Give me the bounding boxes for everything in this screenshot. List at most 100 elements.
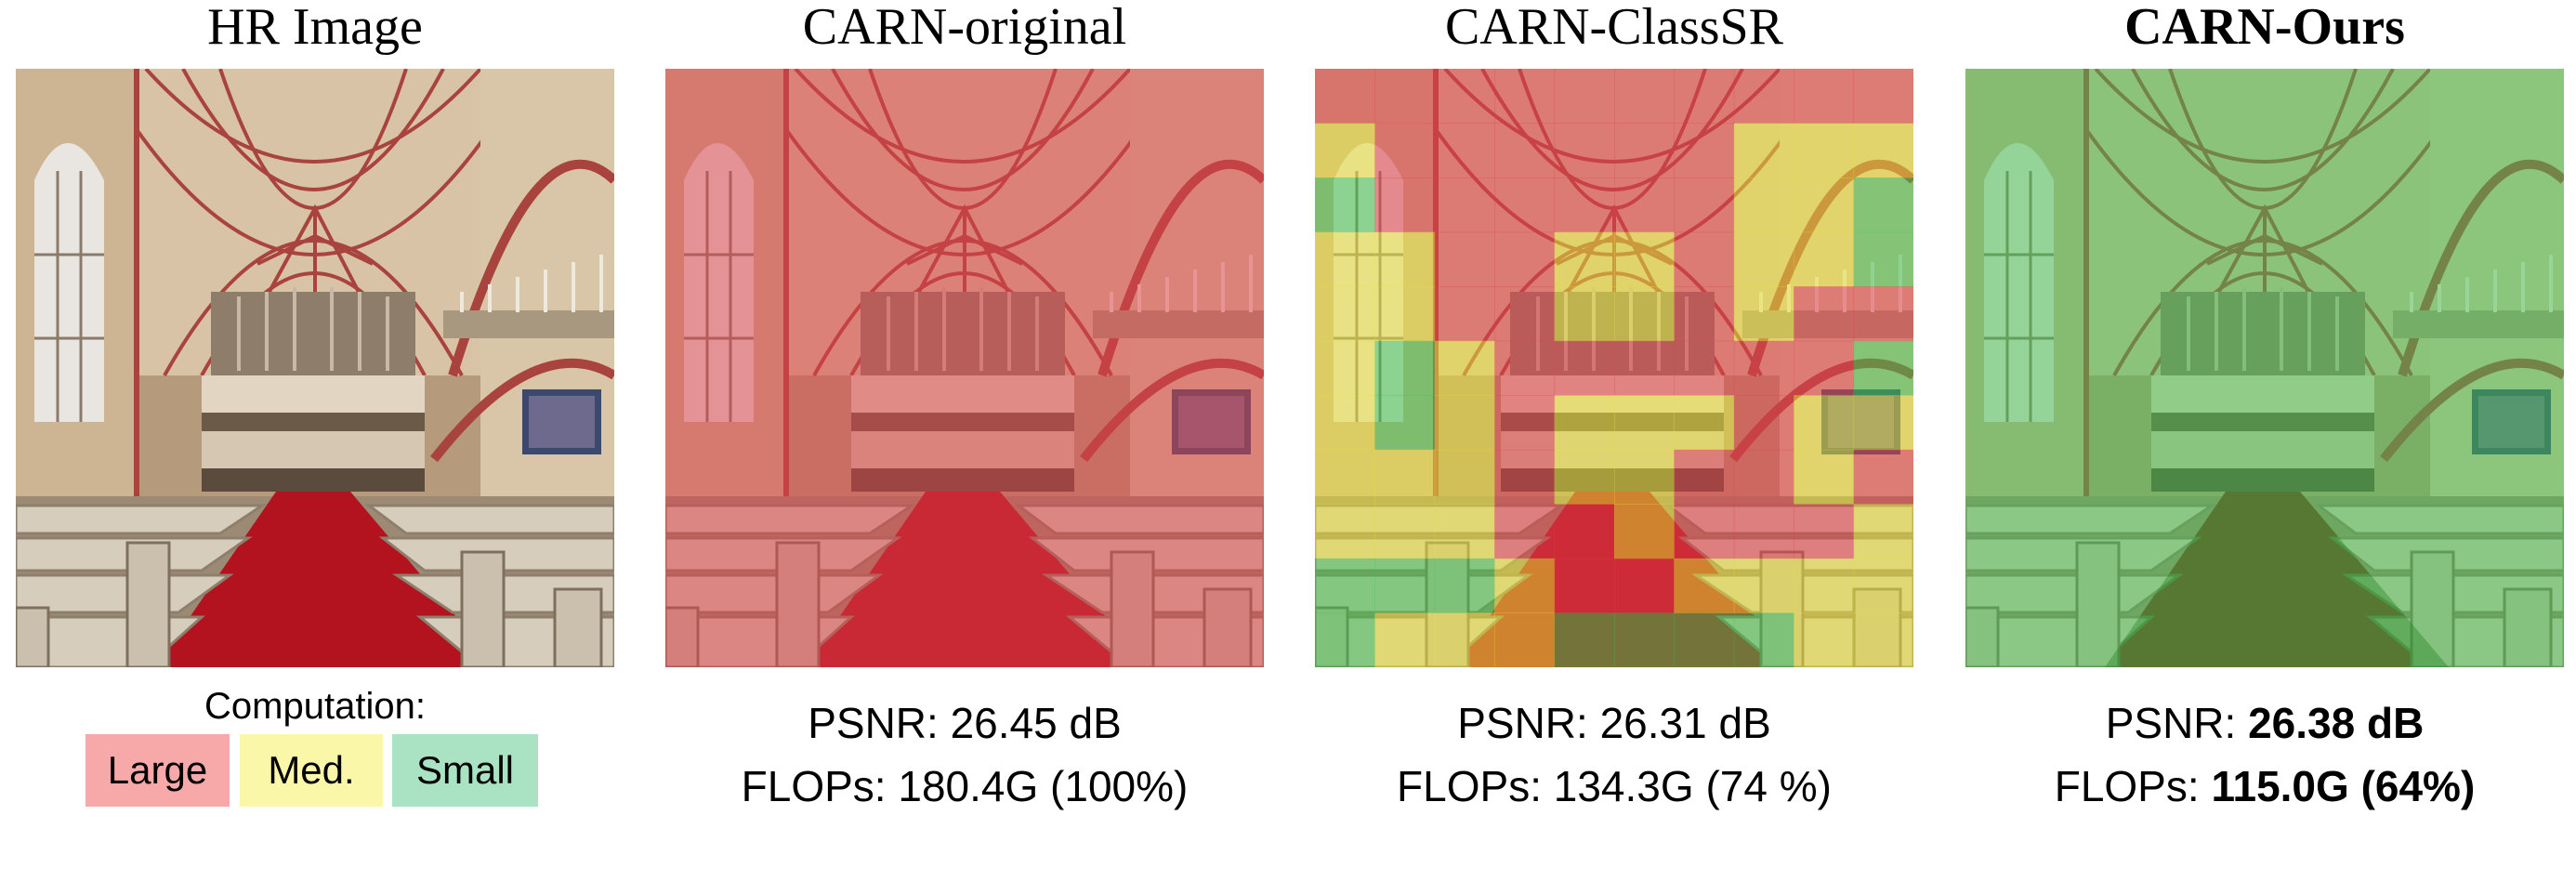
classsr-patch	[1853, 69, 1913, 125]
classsr-patch	[1554, 69, 1615, 125]
classsr-patch	[1554, 395, 1615, 451]
classsr-patch	[1494, 449, 1556, 505]
original-flops: FLOPs: 180.4G (100%)	[741, 762, 1189, 810]
legend-title: Computation:	[204, 686, 426, 727]
classsr-patch	[1554, 612, 1615, 667]
classsr-patch	[1315, 123, 1375, 178]
panel-title-ours: CARN-Ours	[2124, 0, 2405, 56]
classsr-patch	[1674, 395, 1735, 451]
classsr-patch	[1674, 558, 1735, 613]
large-computation-overlay	[665, 69, 1264, 667]
classsr-patch	[1315, 504, 1375, 559]
classsr-patch	[1494, 558, 1556, 613]
classsr-patch	[1614, 123, 1675, 178]
panel-title-classsr: CARN-ClassSR	[1444, 0, 1784, 56]
classsr-patch	[1794, 231, 1855, 287]
classsr-patch	[1554, 178, 1615, 233]
classsr-patch	[1374, 69, 1436, 125]
classsr-patch	[1674, 340, 1735, 396]
classsr-patch	[1794, 286, 1855, 342]
classsr-patch	[1554, 123, 1615, 178]
classsr-patch	[1434, 286, 1495, 342]
legend-chip-small: Small	[392, 734, 538, 807]
classsr-patch	[1614, 178, 1675, 233]
classsr-patch	[1494, 612, 1556, 667]
classsr-patch	[1614, 286, 1675, 342]
classsr-patch	[1674, 612, 1735, 667]
classsr-patch	[1554, 504, 1615, 559]
classsr-patch	[1733, 340, 1794, 396]
classsr-patch	[1794, 123, 1855, 178]
classsr-patch	[1434, 558, 1495, 613]
classsr-patch	[1434, 504, 1495, 559]
classsr-patch	[1494, 178, 1556, 233]
classsr-patch	[1853, 504, 1913, 559]
classsr-patch	[1733, 178, 1794, 233]
classsr-patch	[1494, 340, 1556, 396]
classsr-patch	[1374, 231, 1436, 287]
classsr-patch	[1315, 69, 1375, 125]
ours-overlay-image	[1965, 69, 2564, 667]
small-computation-overlay	[1965, 69, 2564, 667]
classsr-patch	[1315, 340, 1375, 396]
classsr-patch	[1733, 612, 1794, 667]
classsr-metrics: PSNR: 26.31 dB FLOPs: 134.3G (74 %)	[1315, 691, 1913, 818]
original-overlay-image	[665, 69, 1264, 667]
classsr-patch-grid	[1315, 69, 1913, 667]
classsr-patch	[1554, 231, 1615, 287]
aisle-overlay	[2105, 492, 2449, 667]
ours-flops: FLOPs: 115.0G (64%)	[2054, 762, 2476, 810]
classsr-patch	[1853, 123, 1913, 178]
classsr-patch	[1434, 449, 1495, 505]
classsr-patch	[1614, 340, 1675, 396]
classsr-patch	[1315, 231, 1375, 287]
classsr-patch	[1434, 395, 1495, 451]
hr-church-image	[16, 69, 614, 667]
classsr-patch	[1315, 449, 1375, 505]
classsr-patch	[1853, 612, 1913, 667]
classsr-patch	[1853, 449, 1913, 505]
classsr-patch	[1374, 178, 1436, 233]
classsr-patch	[1494, 504, 1556, 559]
classsr-patch	[1733, 449, 1794, 505]
classsr-patch	[1614, 231, 1675, 287]
classsr-patch	[1853, 178, 1913, 233]
classsr-patch	[1374, 449, 1436, 505]
classsr-patch	[1554, 286, 1615, 342]
panel-title-original: CARN-original	[802, 0, 1127, 56]
classsr-patch	[1315, 612, 1375, 667]
classsr-patch	[1434, 123, 1495, 178]
classsr-patch	[1434, 231, 1495, 287]
classsr-patch	[1374, 123, 1436, 178]
classsr-patch	[1674, 231, 1735, 287]
classsr-patch	[1614, 449, 1675, 505]
classsr-patch	[1494, 286, 1556, 342]
classsr-patch	[1374, 558, 1436, 613]
classsr-patch	[1494, 395, 1556, 451]
classsr-patch	[1494, 123, 1556, 178]
classsr-patch	[1794, 178, 1855, 233]
classsr-patch	[1434, 178, 1495, 233]
classsr-patch	[1853, 286, 1913, 342]
original-metrics: PSNR: 26.45 dB FLOPs: 180.4G (100%)	[665, 691, 1264, 818]
classsr-patch	[1554, 340, 1615, 396]
classsr-patch	[1315, 286, 1375, 342]
classsr-patch	[1614, 395, 1675, 451]
classsr-patch	[1434, 340, 1495, 396]
classsr-patch	[1374, 340, 1436, 396]
classsr-patch	[1853, 231, 1913, 287]
classsr-patch	[1733, 395, 1794, 451]
ours-metrics: PSNR: 26.38 dB FLOPs: 115.0G (64%)	[1965, 691, 2564, 818]
classsr-patch	[1614, 558, 1675, 613]
classsr-patch	[1674, 286, 1735, 342]
classsr-patch	[1374, 612, 1436, 667]
classsr-patch	[1315, 178, 1375, 233]
classsr-patch	[1794, 612, 1855, 667]
classsr-patch	[1374, 504, 1436, 559]
classsr-patch	[1674, 123, 1735, 178]
classsr-patch	[1554, 449, 1615, 505]
classsr-patch	[1794, 504, 1855, 559]
classsr-patch	[1494, 231, 1556, 287]
classsr-patch	[1674, 449, 1735, 505]
classsr-patch	[1674, 69, 1735, 125]
